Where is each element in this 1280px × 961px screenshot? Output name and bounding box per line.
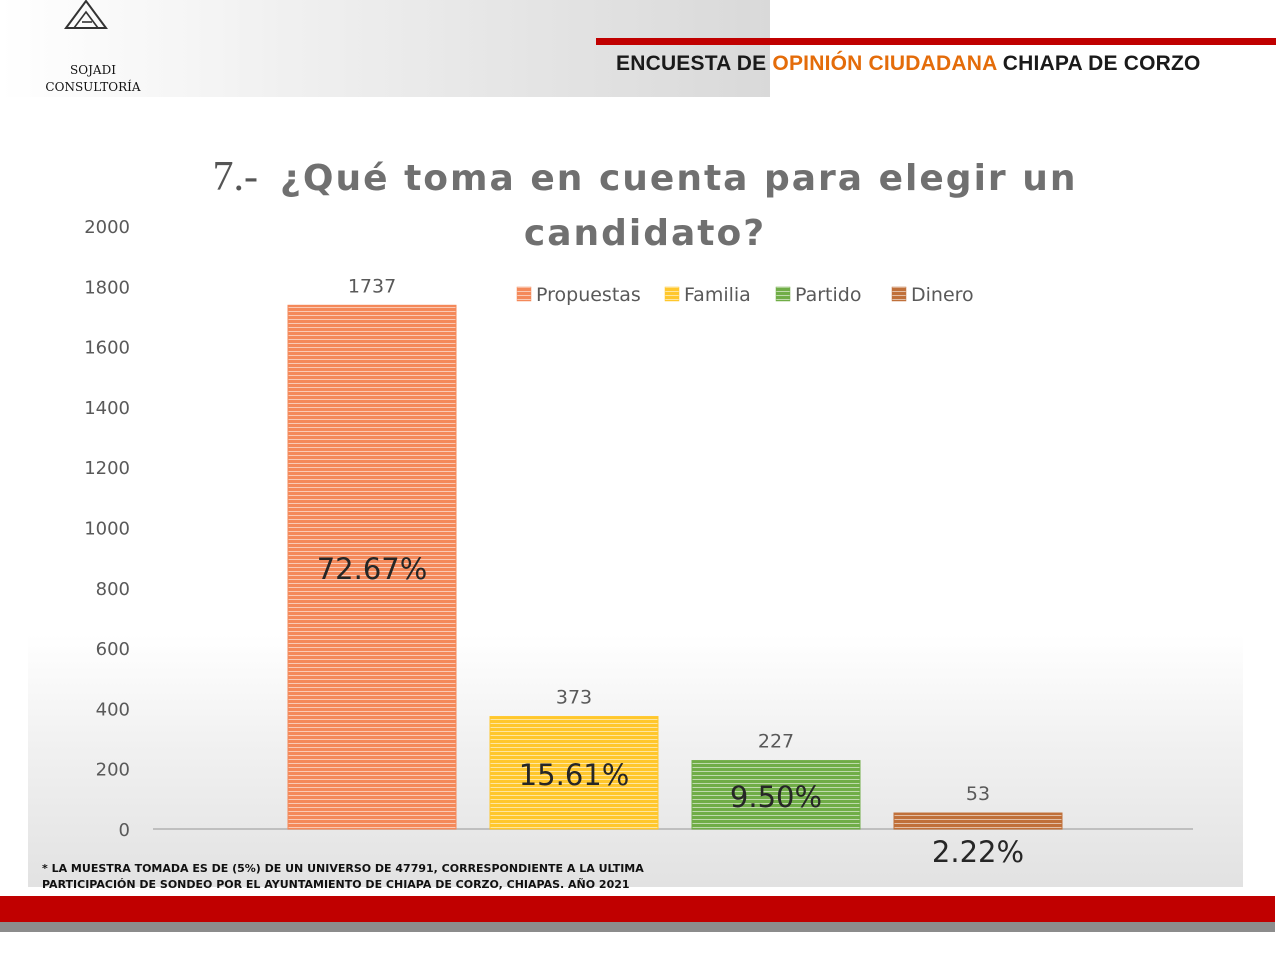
y-tick-label: 800 bbox=[96, 579, 130, 600]
legend-swatch-dinero bbox=[891, 286, 907, 302]
bar-familia bbox=[489, 716, 659, 830]
percent-label: 9.50% bbox=[730, 780, 822, 814]
y-tick-label: 200 bbox=[96, 760, 130, 781]
legend-label-partido: Partido bbox=[795, 284, 861, 306]
y-tick-label: 2000 bbox=[84, 217, 130, 238]
header-band bbox=[0, 0, 770, 97]
brand-line-2: CONSULTORÍA bbox=[45, 80, 141, 94]
y-tick-label: 1000 bbox=[84, 519, 130, 540]
value-label: 53 bbox=[966, 783, 990, 805]
chart-legend: Propuestas Familia Partido Dinero bbox=[516, 284, 974, 306]
bar-partido bbox=[691, 760, 861, 830]
legend-label-dinero: Dinero bbox=[911, 284, 974, 306]
survey-header-title: ENCUESTA DE OPINIÓN CIUDADANA CHIAPA DE … bbox=[616, 52, 1278, 76]
footer-red-band bbox=[0, 896, 1275, 922]
footnote-line-2: PARTICIPACIÓN DE SONDEO POR EL AYUNTAMIE… bbox=[42, 878, 630, 891]
sample-footnote: * LA MUESTRA TOMADA ES DE (5%) DE UN UNI… bbox=[42, 861, 722, 893]
brand-line-1: SOJADI bbox=[70, 63, 116, 77]
legend-swatch-partido bbox=[775, 286, 791, 302]
percent-label: 15.61% bbox=[519, 758, 630, 792]
chart-title: 7.- ¿Qué toma en cuenta para elegir un ca… bbox=[200, 150, 1090, 261]
sojadi-logo-icon bbox=[64, 0, 108, 29]
question-number: 7.- bbox=[212, 154, 259, 200]
header-title-accent: OPINIÓN CIUDADANA bbox=[772, 52, 997, 75]
percent-label: 2.22% bbox=[932, 835, 1024, 869]
y-tick-label: 1600 bbox=[84, 338, 130, 359]
y-tick-label: 1200 bbox=[84, 458, 130, 479]
footnote-line-1: * LA MUESTRA TOMADA ES DE (5%) DE UN UNI… bbox=[42, 862, 644, 875]
value-label: 373 bbox=[556, 687, 592, 709]
header-red-line bbox=[596, 38, 1276, 45]
header-title-part-3: CHIAPA DE CORZO bbox=[996, 52, 1201, 75]
legend-label-propuestas: Propuestas bbox=[536, 284, 641, 306]
question-text: ¿Qué toma en cuenta para elegir un candi… bbox=[280, 158, 1078, 254]
y-tick-label: 600 bbox=[96, 639, 130, 660]
legend-label-familia: Familia bbox=[684, 284, 751, 306]
header-band-right bbox=[770, 0, 1280, 97]
header-title-part-1: ENCUESTA DE bbox=[616, 52, 773, 75]
y-tick-label: 1800 bbox=[84, 277, 130, 298]
y-tick-label: 400 bbox=[96, 699, 130, 720]
value-label: 227 bbox=[758, 731, 794, 753]
value-label: 1737 bbox=[348, 275, 396, 297]
footer-gray-band bbox=[0, 922, 1275, 932]
bar-dinero bbox=[893, 812, 1063, 830]
y-tick-label: 0 bbox=[119, 820, 130, 841]
percent-label: 72.67% bbox=[317, 552, 428, 586]
legend-swatch-propuestas bbox=[516, 286, 532, 302]
y-tick-label: 1400 bbox=[84, 398, 130, 419]
data-labels: 1737 72.67% 373 15.61% 227 9.50% 53 2.22% bbox=[317, 275, 1024, 869]
legend-swatch-familia bbox=[664, 286, 680, 302]
brand-name: SOJADI CONSULTORÍA bbox=[40, 62, 146, 96]
bars bbox=[287, 304, 1063, 830]
bar-propuestas bbox=[287, 304, 457, 830]
